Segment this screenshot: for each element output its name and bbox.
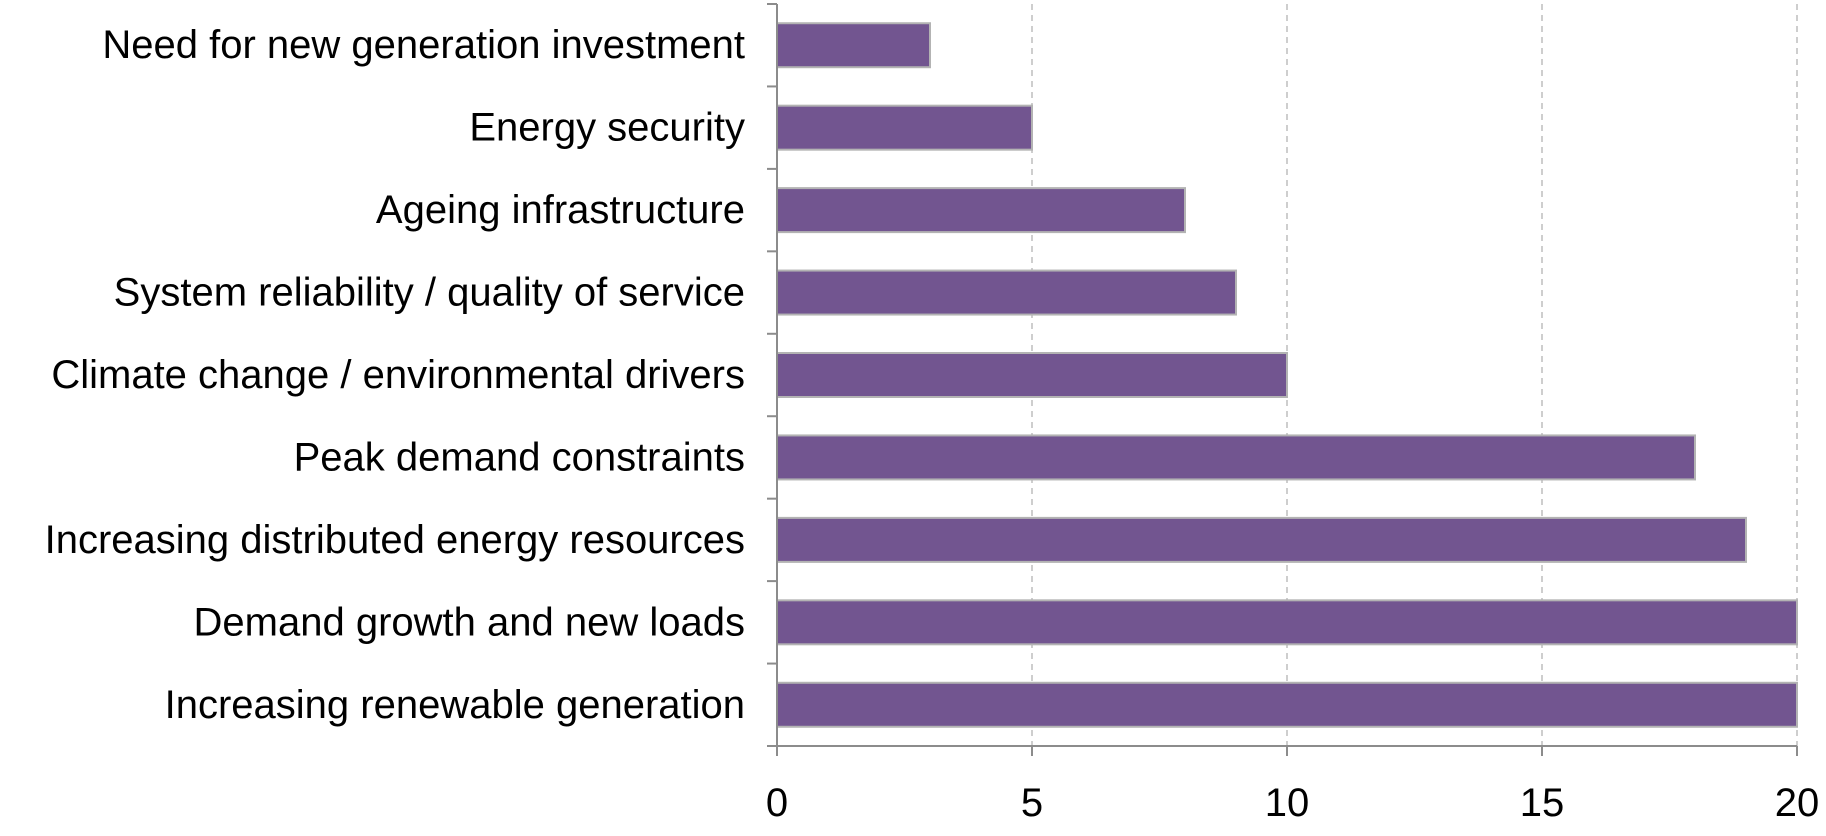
category-label: Energy security: [469, 106, 745, 150]
category-label: Ageing infrastructure: [376, 188, 745, 232]
category-label: Need for new generation investment: [102, 23, 745, 67]
category-label: Demand growth and new loads: [194, 600, 745, 644]
x-tick-label: 5: [1021, 781, 1043, 825]
category-label: Climate change / environmental drivers: [51, 353, 745, 397]
bar-3: [776, 187, 1186, 234]
axes: [767, 3, 1798, 756]
category-label: Increasing distributed energy resources: [45, 518, 745, 562]
bar-1: [776, 22, 931, 69]
bar-2: [776, 104, 1033, 151]
bar-4: [776, 269, 1237, 316]
bars: [776, 22, 1798, 728]
x-tick-label: 20: [1775, 781, 1820, 825]
x-tick-label: 10: [1265, 781, 1310, 825]
category-label: System reliability / quality of service: [114, 271, 745, 315]
bar-6: [776, 434, 1696, 481]
bar-7: [776, 516, 1747, 563]
category-label: Peak demand constraints: [294, 435, 745, 479]
bar-9: [776, 681, 1798, 728]
bar-5: [776, 352, 1288, 398]
bar-8: [776, 599, 1798, 646]
x-tick-label: 0: [766, 781, 788, 825]
category-label: Increasing renewable generation: [165, 683, 745, 727]
x-tick-label: 15: [1520, 781, 1565, 825]
x-tick-labels: 0 5 10 15 20: [766, 781, 1819, 825]
category-labels: Need for new generation investment Energy…: [45, 23, 745, 727]
